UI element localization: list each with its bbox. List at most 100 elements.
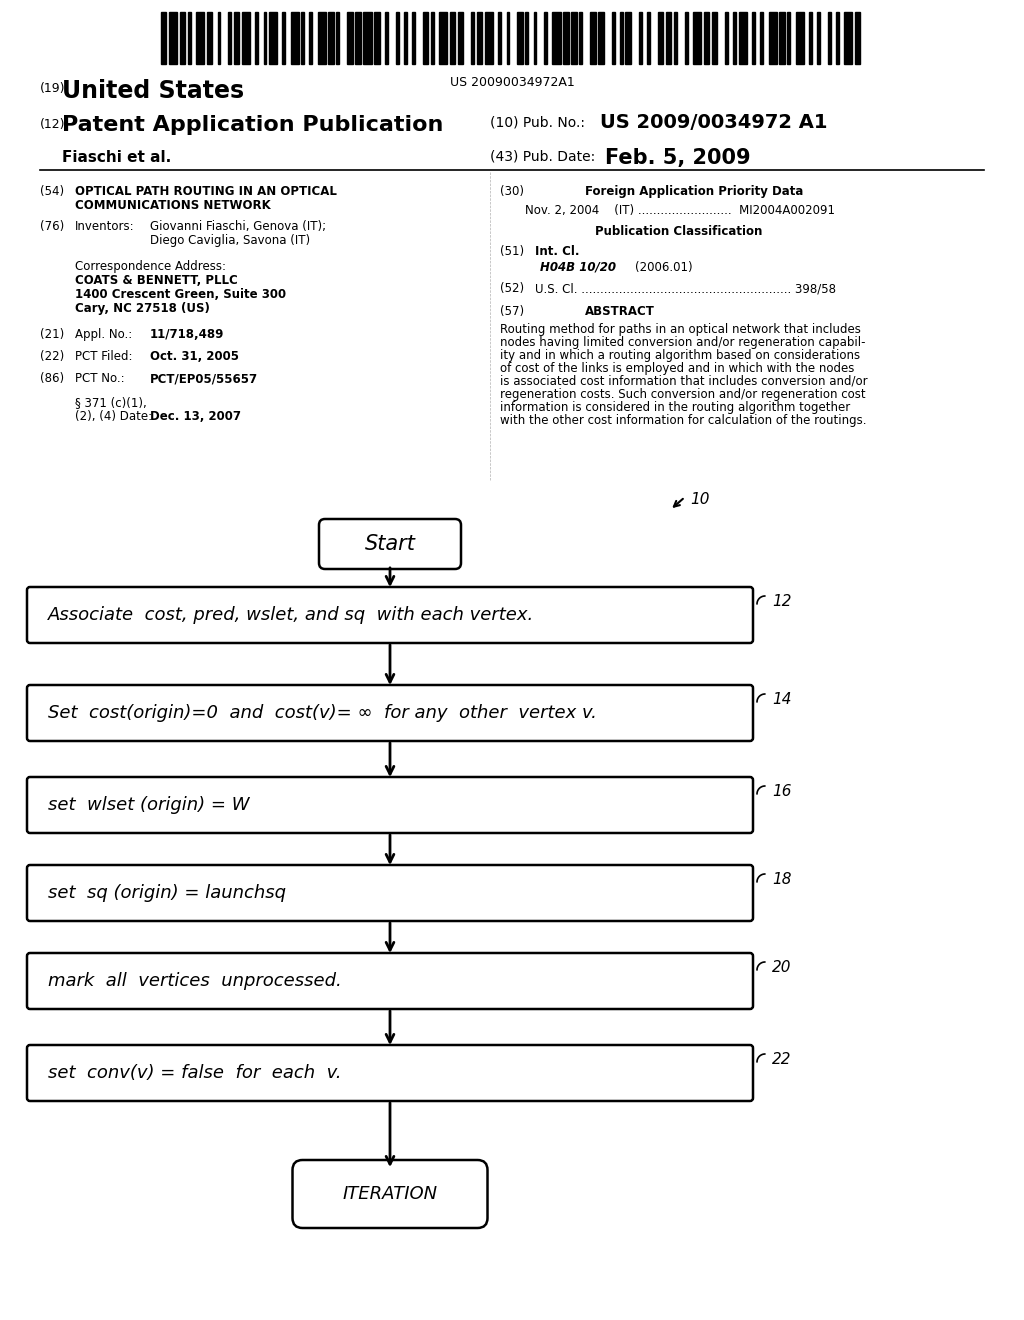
Bar: [309, 12, 312, 63]
Text: mark  all  vertices  unprocessed.: mark all vertices unprocessed.: [48, 972, 342, 990]
Bar: [525, 12, 528, 63]
Bar: [761, 12, 763, 63]
Bar: [571, 12, 577, 63]
Text: set  wlset (origin) = W: set wlset (origin) = W: [48, 796, 250, 814]
Text: 11/718,489: 11/718,489: [150, 327, 224, 341]
Bar: [347, 12, 352, 63]
Bar: [666, 12, 672, 63]
Bar: [796, 12, 804, 63]
Text: Set  cost(origin)=0  and  cost(v)= ∞  for any  other  vertex v.: Set cost(origin)=0 and cost(v)= ∞ for an…: [48, 704, 597, 722]
Bar: [375, 12, 380, 63]
Text: (76): (76): [40, 220, 65, 234]
Text: (2), (4) Date:: (2), (4) Date:: [75, 411, 153, 422]
Text: is associated cost information that includes conversion and/or: is associated cost information that incl…: [500, 375, 867, 388]
Bar: [218, 12, 220, 63]
Text: 20: 20: [772, 960, 792, 975]
Text: 16: 16: [772, 784, 792, 799]
Bar: [283, 12, 286, 63]
Bar: [855, 12, 860, 63]
Text: Patent Application Publication: Patent Application Publication: [62, 115, 443, 135]
Bar: [364, 12, 372, 63]
Bar: [161, 12, 166, 63]
Bar: [207, 12, 212, 63]
Text: (54): (54): [40, 185, 65, 198]
Bar: [712, 12, 717, 63]
Text: Diego Caviglia, Savona (IT): Diego Caviglia, Savona (IT): [150, 234, 310, 247]
Bar: [431, 12, 434, 63]
Bar: [423, 12, 428, 63]
Bar: [768, 12, 776, 63]
Bar: [450, 12, 456, 63]
Bar: [439, 12, 447, 63]
Text: Giovanni Fiaschi, Genova (IT);: Giovanni Fiaschi, Genova (IT);: [150, 220, 326, 234]
Text: Routing method for paths in an optical network that includes: Routing method for paths in an optical n…: [500, 323, 861, 337]
Bar: [317, 12, 326, 63]
FancyBboxPatch shape: [27, 685, 753, 741]
Text: US 20090034972A1: US 20090034972A1: [450, 77, 574, 88]
Bar: [647, 12, 649, 63]
Bar: [738, 12, 746, 63]
Bar: [827, 12, 830, 63]
Text: set  conv(v) = false  for  each  v.: set conv(v) = false for each v.: [48, 1064, 341, 1082]
Text: set  sq (origin) = launchsq: set sq (origin) = launchsq: [48, 884, 286, 902]
Text: Start: Start: [365, 535, 416, 554]
Bar: [517, 12, 523, 63]
Bar: [385, 12, 388, 63]
Text: § 371 (c)(1),: § 371 (c)(1),: [75, 396, 146, 409]
Text: OPTICAL PATH ROUTING IN AN OPTICAL: OPTICAL PATH ROUTING IN AN OPTICAL: [75, 185, 337, 198]
Bar: [188, 12, 190, 63]
Bar: [355, 12, 360, 63]
Text: PCT Filed:: PCT Filed:: [75, 350, 132, 363]
Text: (10) Pub. No.:: (10) Pub. No.:: [490, 115, 585, 129]
Bar: [197, 12, 204, 63]
Bar: [269, 12, 278, 63]
Text: COMMUNICATIONS NETWORK: COMMUNICATIONS NETWORK: [75, 199, 270, 213]
Bar: [626, 12, 631, 63]
Text: of cost of the links is employed and in which with the nodes: of cost of the links is employed and in …: [500, 362, 854, 375]
Text: 14: 14: [772, 692, 792, 708]
Bar: [534, 12, 537, 63]
Text: PCT No.:: PCT No.:: [75, 372, 125, 385]
Bar: [499, 12, 501, 63]
FancyBboxPatch shape: [27, 953, 753, 1008]
Bar: [263, 12, 266, 63]
Text: United States: United States: [62, 79, 244, 103]
Text: (19): (19): [40, 82, 66, 95]
Bar: [553, 12, 560, 63]
Bar: [598, 12, 604, 63]
Bar: [693, 12, 701, 63]
Text: Correspondence Address:: Correspondence Address:: [75, 260, 226, 273]
Text: Nov. 2, 2004    (IT) .........................  MI2004A002091: Nov. 2, 2004 (IT) ......................…: [525, 205, 835, 216]
Bar: [563, 12, 568, 63]
Text: Int. Cl.: Int. Cl.: [535, 246, 580, 257]
Bar: [545, 12, 547, 63]
Text: US 2009/0034972 A1: US 2009/0034972 A1: [600, 114, 827, 132]
Text: (51): (51): [500, 246, 524, 257]
Text: 10: 10: [690, 492, 710, 507]
Text: Inventors:: Inventors:: [75, 220, 134, 234]
FancyBboxPatch shape: [319, 519, 461, 569]
Bar: [580, 12, 583, 63]
Text: PCT/EP05/55657: PCT/EP05/55657: [150, 372, 258, 385]
Bar: [787, 12, 791, 63]
Text: ITERATION: ITERATION: [342, 1185, 437, 1203]
FancyBboxPatch shape: [27, 1045, 753, 1101]
Text: Foreign Application Priority Data: Foreign Application Priority Data: [585, 185, 804, 198]
Text: Fiaschi et al.: Fiaschi et al.: [62, 150, 171, 165]
Bar: [779, 12, 784, 63]
FancyBboxPatch shape: [27, 865, 753, 921]
Text: regeneration costs. Such conversion and/or regeneration cost: regeneration costs. Such conversion and/…: [500, 388, 865, 401]
Text: (57): (57): [500, 305, 524, 318]
Bar: [329, 12, 334, 63]
Text: 18: 18: [772, 873, 792, 887]
Bar: [169, 12, 177, 63]
Text: Dec. 13, 2007: Dec. 13, 2007: [150, 411, 241, 422]
Text: Oct. 31, 2005: Oct. 31, 2005: [150, 350, 239, 363]
Text: (52): (52): [500, 282, 524, 294]
Text: nodes having limited conversion and/or regeneration capabil-: nodes having limited conversion and/or r…: [500, 337, 865, 348]
Text: (12): (12): [40, 117, 66, 131]
Bar: [242, 12, 250, 63]
Bar: [620, 12, 623, 63]
Bar: [477, 12, 482, 63]
Bar: [703, 12, 709, 63]
